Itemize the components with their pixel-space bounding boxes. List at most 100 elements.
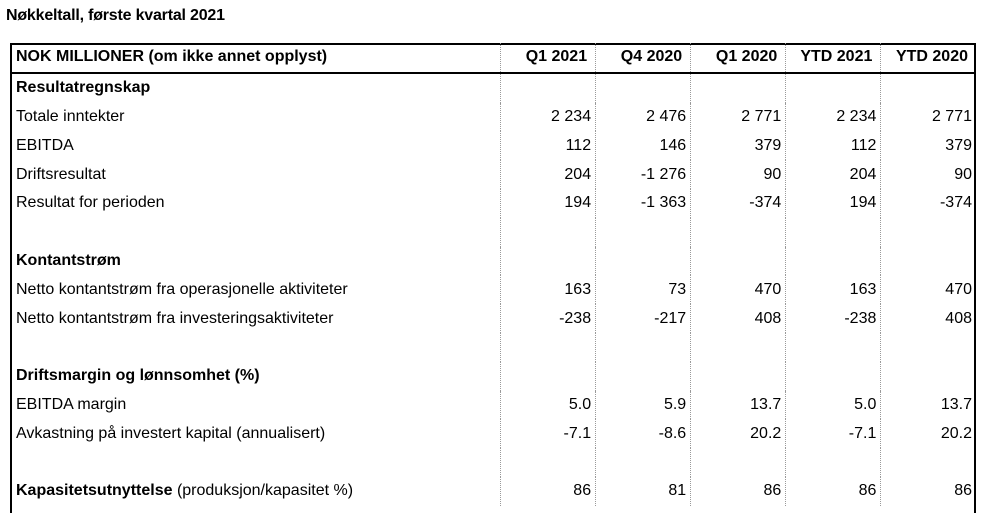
table-cell: 5.0 xyxy=(785,390,881,420)
table-cell: 90 xyxy=(880,160,976,189)
table-cell: 204 xyxy=(785,160,881,189)
table-cell: 2 771 xyxy=(880,102,976,132)
row-label-bold: Kapasitetsutnyttelse xyxy=(16,482,173,500)
table-cell xyxy=(690,72,786,103)
row-label xyxy=(10,333,501,362)
row-label: Netto kontantstrøm fra operasjonelle akt… xyxy=(16,280,348,298)
table-cell: 81 xyxy=(595,476,691,506)
section-title: Resultatregnskap xyxy=(16,79,151,97)
spacer-row xyxy=(10,217,976,247)
table-cell: 194 xyxy=(785,188,881,218)
table-cell: 5.9 xyxy=(595,390,691,420)
table-cell: -374 xyxy=(880,188,976,218)
table-row: Avkastning på investert kapital (annuali… xyxy=(10,419,976,449)
table-cell: -7.1 xyxy=(785,419,881,449)
column-header: YTD 2021 xyxy=(785,43,881,74)
table-cell: 2 234 xyxy=(785,102,881,132)
section-title: Driftsmargin og lønnsomhet (%) xyxy=(16,367,260,385)
section-header-row: Resultatregnskap xyxy=(10,72,976,103)
table-cell: 163 xyxy=(499,275,596,305)
column-header: Q4 2020 xyxy=(595,43,691,74)
section-header-row: Driftsmargin og lønnsomhet (%) xyxy=(10,361,976,391)
table-row: EBITDA 112 146 379 112 379 xyxy=(10,131,976,161)
table-cell xyxy=(499,361,596,391)
table-cell xyxy=(690,332,786,362)
table-cell xyxy=(785,332,881,362)
row-label: EBITDA margin xyxy=(16,395,127,413)
table-cell: 20.2 xyxy=(880,419,976,449)
table-cell xyxy=(595,217,691,247)
table-cell xyxy=(595,448,691,477)
table-cell: 379 xyxy=(690,131,786,161)
table-cell: 204 xyxy=(499,160,596,189)
table-cell xyxy=(499,448,596,477)
row-label: Avkastning på investert kapital (annuali… xyxy=(16,424,326,442)
table-cell xyxy=(595,246,691,276)
table-cell xyxy=(880,448,976,477)
header-unit-label: NOK MILLIONER (om ikke annet opplyst) xyxy=(10,43,501,74)
table-row: EBITDA margin 5.0 5.9 13.7 5.0 13.7 xyxy=(10,390,976,420)
table-cell xyxy=(499,332,596,362)
spacer-row xyxy=(10,332,976,362)
table-cell: -1 363 xyxy=(595,188,691,218)
table-row: Kapasitetsutnyttelse (produksjon/kapasit… xyxy=(10,476,976,506)
table-cell xyxy=(785,448,881,477)
table-cell: 194 xyxy=(499,188,596,218)
row-label xyxy=(10,448,501,477)
row-label xyxy=(10,218,501,247)
table-cell: 86 xyxy=(880,476,976,506)
table-cell: -238 xyxy=(499,304,596,333)
table-cell: 408 xyxy=(880,304,976,333)
row-label-suffix: (produksjon/kapasitet %) xyxy=(172,482,354,500)
table-cell xyxy=(690,361,786,391)
table-cell xyxy=(880,361,976,391)
table-cell: 2 234 xyxy=(499,102,596,132)
column-header: YTD 2020 xyxy=(880,43,976,74)
table-cell xyxy=(690,217,786,247)
table-row: Driftsresultat 204 -1 276 90 204 90 xyxy=(10,160,976,189)
row-label: Totale inntekter xyxy=(16,107,125,125)
row-label: Kapasitetsutnyttelse (produksjon/kapasit… xyxy=(10,477,501,506)
table-cell: 112 xyxy=(785,131,881,161)
table-cell: 20.2 xyxy=(690,419,786,449)
table-cell xyxy=(785,72,881,103)
table-cell: -374 xyxy=(690,188,786,218)
table-cell: 13.7 xyxy=(690,390,786,420)
table-cell: 112 xyxy=(499,131,596,161)
spacer-row xyxy=(10,448,976,477)
table-body: Resultatregnskap Totale inntekter 2 234 2 4… xyxy=(10,72,976,506)
section-title: Kontantstrøm xyxy=(16,251,121,269)
page-title: Nøkkeltall, første kvartal 2021 xyxy=(6,7,225,24)
table-cell: 146 xyxy=(595,131,691,161)
table-cell xyxy=(785,361,881,391)
section-header-row: Kontantstrøm xyxy=(10,246,976,276)
row-label: Netto kontantstrøm fra investeringsaktiv… xyxy=(16,309,334,327)
table-cell xyxy=(595,361,691,391)
table-cell xyxy=(499,217,596,247)
table-cell xyxy=(595,332,691,362)
table-cell xyxy=(499,246,596,276)
table-cell xyxy=(880,246,976,276)
table-cell: 379 xyxy=(880,131,976,161)
table-cell: 86 xyxy=(690,476,786,506)
column-header: Q1 2020 xyxy=(690,43,786,74)
table-cell: 86 xyxy=(499,476,596,506)
row-label: Resultat for perioden xyxy=(16,194,165,212)
table-cell: 73 xyxy=(595,275,691,305)
table-cell xyxy=(880,332,976,362)
table-cell xyxy=(595,72,691,103)
table-cell: 13.7 xyxy=(880,390,976,420)
table-cell: 86 xyxy=(785,476,881,506)
table-cell xyxy=(690,246,786,276)
table-cell: 408 xyxy=(690,304,786,333)
table-header-row: NOK MILLIONER (om ikke annet opplyst) Q1… xyxy=(10,43,976,74)
table-cell xyxy=(785,246,881,276)
table-cell xyxy=(785,217,881,247)
table-cell: -217 xyxy=(595,304,691,333)
row-label: EBITDA xyxy=(16,136,74,154)
table-cell: 470 xyxy=(880,275,976,305)
table-row: Resultat for perioden 194 -1 363 -374 194 -37… xyxy=(10,188,976,218)
table-cell xyxy=(880,217,976,247)
key-figures-table: NOK MILLIONER (om ikke annet opplyst) Q1… xyxy=(10,43,976,506)
table-cell xyxy=(880,72,976,103)
